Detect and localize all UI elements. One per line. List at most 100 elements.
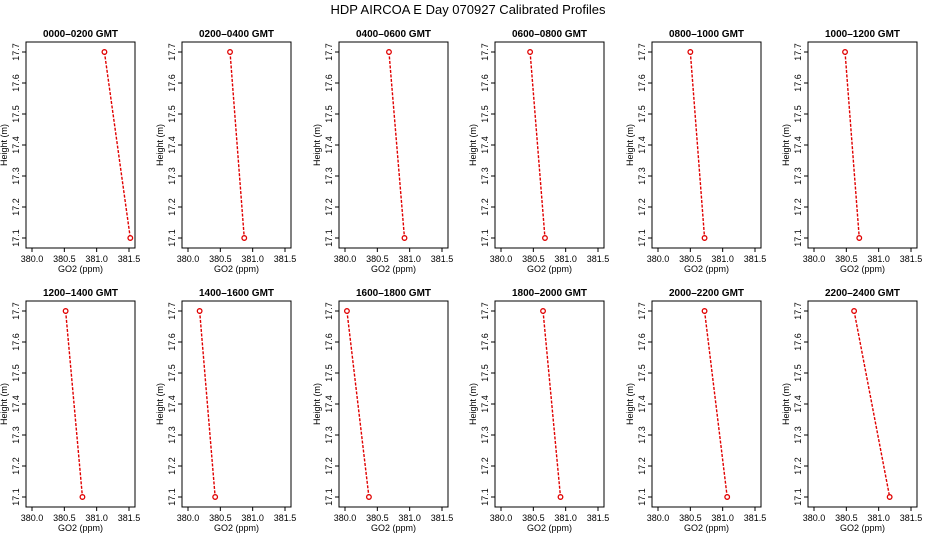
y-tick-label: 17.2	[480, 457, 490, 475]
x-axis-label: GO2 (ppm)	[527, 264, 572, 274]
data-point	[62, 308, 69, 314]
y-tick-label: 17.2	[793, 198, 803, 216]
y-axis-label: Height (m)	[468, 124, 478, 166]
panel-title: 1400–1600 GMT	[199, 288, 274, 299]
y-tick-label: 17.6	[793, 74, 803, 92]
y-tick-label: 17.5	[793, 364, 803, 382]
panel-10: 2000–2200 GMT 380.0 380.5 381.0 381.5 17.1 17.…	[625, 288, 766, 533]
data-point	[196, 308, 203, 314]
panels-group: 0000–0200 GMT 380.0 380.5 381.0 381.5 17.1 17.…	[0, 29, 922, 533]
y-tick-label: 17.1	[167, 229, 177, 247]
panel-title: 1800–2000 GMT	[512, 288, 587, 299]
y-tick-label: 17.7	[637, 43, 647, 61]
y-tick-label: 17.5	[11, 364, 21, 382]
y-tick-label: 17.7	[11, 302, 21, 320]
y-tick-label: 17.5	[167, 105, 177, 123]
y-tick-label: 17.5	[637, 105, 647, 123]
y-tick-label: 17.4	[11, 395, 21, 413]
x-tick-label: 380.0	[490, 254, 513, 264]
y-tick-label: 17.5	[480, 105, 490, 123]
y-tick-label: 17.6	[480, 333, 490, 351]
profile-line	[229, 51, 245, 239]
y-axis-label: Height (m)	[155, 383, 165, 425]
y-tick-label: 17.7	[11, 43, 21, 61]
y-tick-label: 17.4	[167, 136, 177, 154]
panel-4: 0800–1000 GMT 380.0 380.5 381.0 381.5 17.1 17.…	[625, 29, 766, 274]
x-tick-label: 381.0	[711, 254, 734, 264]
y-axis-label: Height (m)	[781, 124, 791, 166]
y-axis-label: Height (m)	[625, 124, 635, 166]
y-tick-label: 17.2	[167, 198, 177, 216]
x-axis-label: GO2 (ppm)	[58, 523, 103, 533]
x-tick-label: 381.0	[85, 513, 108, 523]
x-tick-label: 381.0	[398, 513, 421, 523]
y-tick-label: 17.2	[637, 198, 647, 216]
y-tick-label: 17.5	[324, 364, 334, 382]
x-tick-label: 380.0	[21, 254, 44, 264]
x-tick-label: 381.0	[85, 254, 108, 264]
profile-line	[388, 51, 406, 239]
y-tick-label: 17.2	[480, 198, 490, 216]
panel-7: 1400–1600 GMT 380.0 380.5 381.0 381.5 17.1 17.…	[155, 288, 296, 533]
data-point	[701, 308, 708, 314]
data-point	[79, 494, 86, 500]
y-tick-label: 17.3	[324, 426, 334, 444]
x-axis-label: GO2 (ppm)	[58, 264, 103, 274]
panel-title: 2000–2200 GMT	[669, 288, 744, 299]
data-point	[856, 235, 863, 241]
y-tick-label: 17.7	[324, 302, 334, 320]
y-tick-label: 17.1	[11, 488, 21, 506]
y-tick-label: 17.2	[11, 198, 21, 216]
profile-line	[689, 51, 706, 239]
data-point	[386, 49, 392, 55]
x-tick-label: 381.5	[118, 254, 141, 264]
panel-title: 1000–1200 GMT	[825, 29, 900, 40]
y-tick-label: 17.1	[480, 229, 490, 247]
plot-frame	[651, 41, 762, 249]
y-tick-label: 17.3	[11, 426, 21, 444]
y-tick-label: 17.4	[480, 395, 490, 413]
chart-title: HDP AIRCOA E Day 070927 Calibrated Profi…	[330, 2, 606, 17]
y-tick-label: 17.1	[324, 229, 334, 247]
data-point	[724, 494, 731, 500]
x-axis-label: GO2 (ppm)	[684, 523, 729, 533]
x-tick-label: 381.5	[587, 513, 610, 523]
x-tick-label: 381.5	[431, 513, 454, 523]
panel-2: 0400–0600 GMT 380.0 380.5 381.0 381.5 17.1 17.…	[312, 29, 453, 274]
y-axis-label: Height (m)	[0, 124, 9, 166]
panel-0: 0000–0200 GMT 380.0 380.5 381.0 381.5 17.1 17.…	[0, 29, 140, 274]
y-tick-label: 17.2	[324, 457, 334, 475]
x-axis-label: GO2 (ppm)	[214, 523, 259, 533]
y-tick-label: 17.4	[324, 136, 334, 154]
y-tick-label: 17.5	[793, 105, 803, 123]
data-point	[886, 494, 893, 500]
plot-frame	[807, 41, 918, 249]
y-tick-label: 17.4	[324, 395, 334, 413]
plot-frame	[25, 300, 136, 508]
y-tick-label: 17.4	[793, 395, 803, 413]
x-tick-label: 380.5	[53, 513, 76, 523]
y-tick-label: 17.1	[167, 488, 177, 506]
plot-frame	[181, 41, 292, 249]
panel-title: 0600–0800 GMT	[512, 29, 587, 40]
x-tick-label: 381.0	[241, 513, 264, 523]
x-tick-label: 380.0	[177, 254, 200, 264]
y-tick-label: 17.6	[167, 333, 177, 351]
x-tick-label: 381.5	[900, 254, 923, 264]
panel-title: 0000–0200 GMT	[43, 29, 118, 40]
y-tick-label: 17.3	[480, 426, 490, 444]
x-tick-label: 381.5	[274, 254, 297, 264]
x-axis-label: GO2 (ppm)	[840, 264, 885, 274]
plot-frame	[338, 300, 449, 508]
y-tick-label: 17.2	[793, 457, 803, 475]
data-point	[842, 49, 848, 55]
x-axis-label: GO2 (ppm)	[371, 264, 416, 274]
y-axis-label: Height (m)	[312, 124, 322, 166]
panel-title: 0400–0600 GMT	[356, 29, 431, 40]
y-tick-label: 17.3	[167, 426, 177, 444]
y-tick-label: 17.5	[11, 105, 21, 123]
x-tick-label: 380.0	[21, 513, 44, 523]
x-axis-label: GO2 (ppm)	[840, 523, 885, 533]
x-tick-label: 380.5	[835, 254, 858, 264]
y-tick-label: 17.4	[637, 136, 647, 154]
